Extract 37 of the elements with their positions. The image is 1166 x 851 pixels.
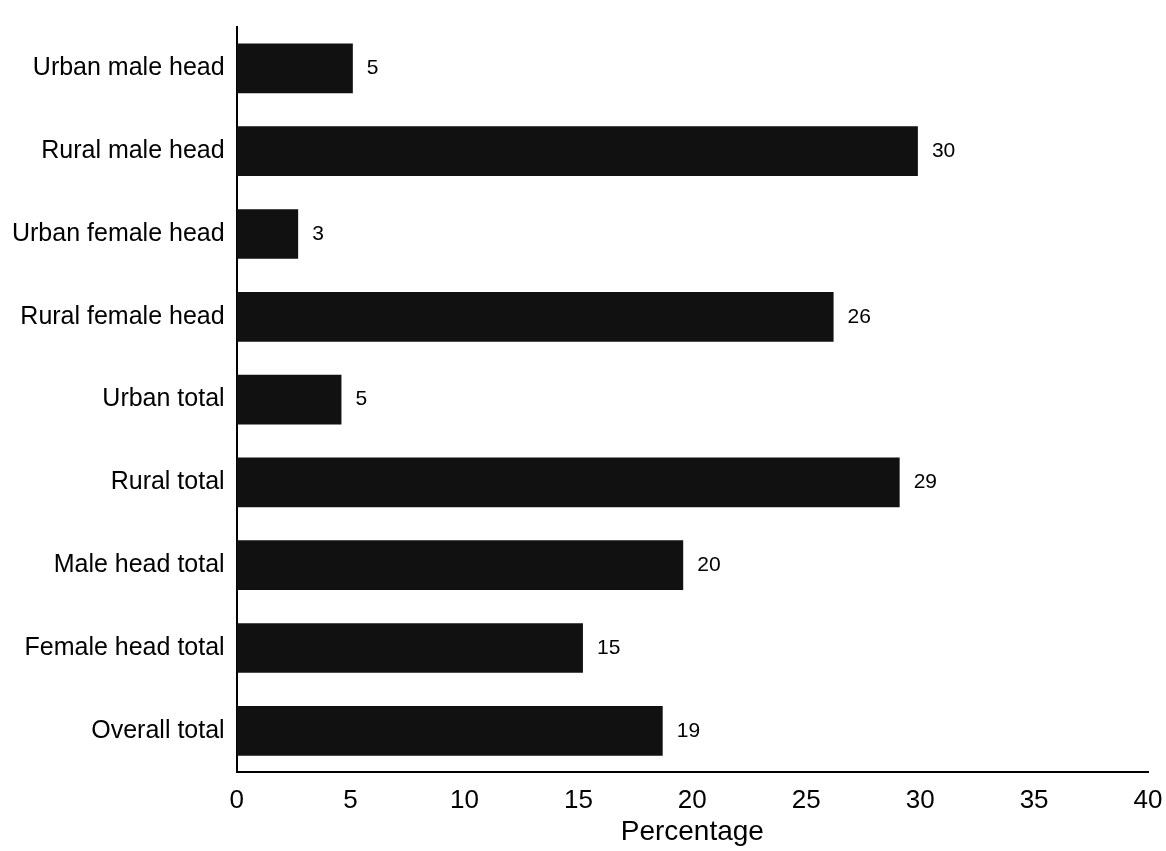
bar bbox=[236, 43, 353, 94]
data-label: 5 bbox=[355, 386, 368, 410]
bar bbox=[236, 540, 684, 591]
data-label: 15 bbox=[596, 634, 621, 658]
x-tick-label: 40 bbox=[1133, 783, 1163, 814]
y-tick-label: Rural total bbox=[110, 466, 225, 495]
x-tick-label: 25 bbox=[791, 783, 821, 814]
x-tick-label: 20 bbox=[677, 783, 707, 814]
x-tick-label: 15 bbox=[563, 783, 593, 814]
y-tick-label: Urban total bbox=[102, 383, 225, 412]
data-label: 26 bbox=[847, 303, 871, 327]
data-label: 5 bbox=[366, 55, 379, 79]
x-tick-label: 0 bbox=[229, 783, 244, 814]
x-tick-label: 35 bbox=[1019, 783, 1049, 814]
bar bbox=[236, 126, 918, 177]
y-tick-label: Urban male head bbox=[32, 52, 225, 81]
data-label: 30 bbox=[931, 138, 956, 161]
bar bbox=[236, 457, 900, 508]
y-tick-label: Overall total bbox=[91, 714, 225, 743]
y-tick-label: Male head total bbox=[53, 549, 225, 578]
x-tick-label: 5 bbox=[343, 783, 358, 814]
y-tick-label: Rural female head bbox=[20, 300, 225, 329]
y-tick-label: Female head total bbox=[24, 631, 225, 660]
x-axis-title: Percentage bbox=[620, 814, 764, 846]
bar bbox=[236, 374, 342, 425]
data-label: 29 bbox=[913, 469, 938, 493]
data-label: 19 bbox=[676, 717, 701, 741]
y-tick-label: Urban female head bbox=[11, 217, 225, 246]
y-tick-label: Rural male head bbox=[41, 135, 225, 164]
data-label: 20 bbox=[697, 552, 721, 575]
data-label: 3 bbox=[312, 220, 324, 244]
bar bbox=[236, 623, 583, 673]
bar bbox=[236, 209, 299, 259]
bar bbox=[236, 291, 834, 342]
x-tick-label: 10 bbox=[450, 783, 479, 814]
x-tick-label: 30 bbox=[905, 783, 935, 814]
bar bbox=[236, 705, 663, 756]
